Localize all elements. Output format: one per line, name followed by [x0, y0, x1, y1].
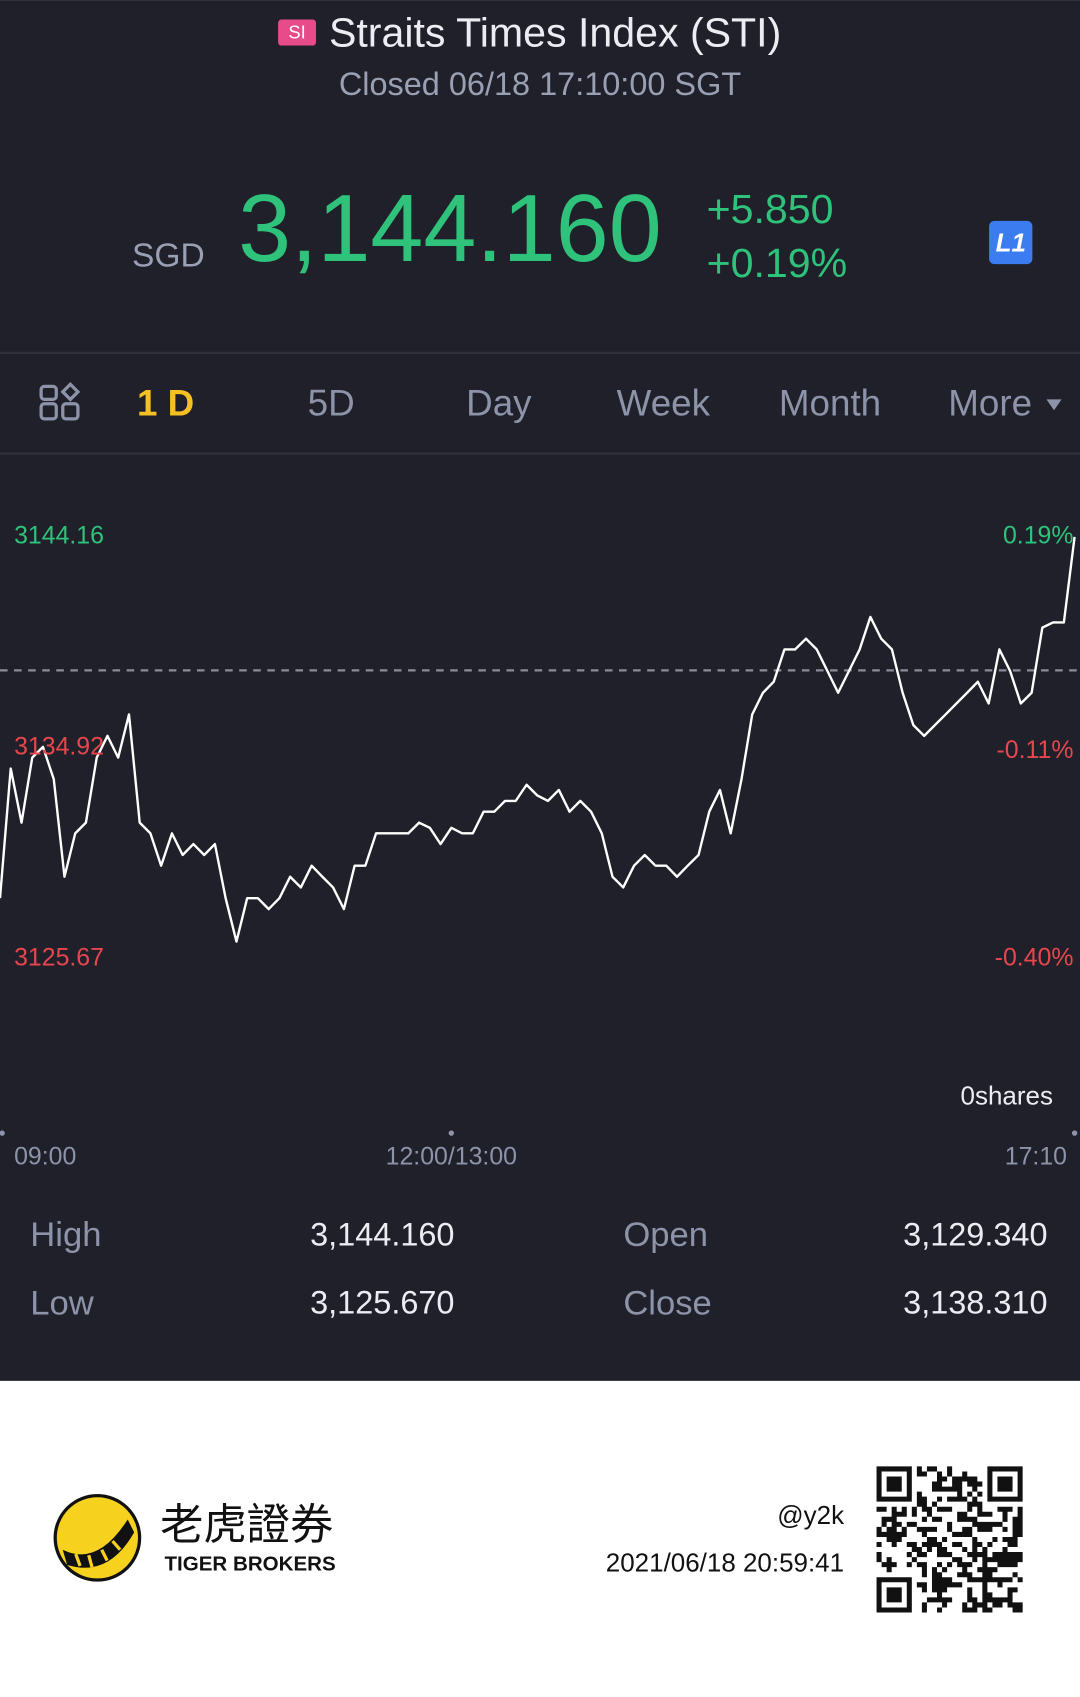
y-tick-label: 3144.16: [14, 521, 104, 549]
status: Closed 06/18 17:10:00 SGT: [339, 66, 741, 102]
x-tick-label: 09:00: [14, 1143, 76, 1171]
tab[interactable]: Month: [779, 383, 881, 424]
stat-label: Open: [623, 1216, 708, 1254]
volume-label: 0shares: [961, 1080, 1053, 1110]
brand-cn: 老虎證券: [160, 1501, 333, 1551]
level-text[interactable]: L1: [996, 228, 1026, 258]
grid-icon[interactable]: [39, 381, 81, 421]
app-background: [0, 0, 1080, 1381]
tab[interactable]: Week: [617, 383, 711, 424]
y2-tick-label: 0.19%: [1003, 521, 1074, 549]
stat-label: High: [30, 1216, 101, 1254]
stat-label: Close: [623, 1284, 711, 1322]
price: 3,144.160: [238, 176, 662, 282]
badge-text: SI: [288, 21, 305, 42]
tab[interactable]: Day: [466, 383, 532, 424]
stat-label: Low: [30, 1284, 94, 1322]
level-icon[interactable]: [989, 220, 1033, 265]
x-tick-dot: [448, 1130, 455, 1136]
stat-value: 3,138.310: [903, 1285, 1047, 1321]
x-tick-label: 12:00/13:00: [386, 1143, 517, 1171]
x-tick-label: 17:10: [1005, 1143, 1067, 1171]
x-tick-dot: [0, 1130, 5, 1136]
user: @y2k: [777, 1500, 845, 1530]
change-percent: +0.19%: [707, 240, 848, 286]
y2-tick-label: -0.11%: [997, 736, 1074, 764]
y-tick-label: 3134.92: [14, 732, 104, 760]
tab[interactable]: More: [948, 383, 1032, 424]
qr-code: [876, 1466, 1023, 1613]
timestamp: 2021/06/18 20:59:41: [606, 1548, 844, 1578]
stat-value: 3,125.670: [310, 1285, 454, 1321]
currency: SGD: [132, 237, 205, 274]
price-line: [0, 536, 1076, 943]
title: Straits Times Index (STI): [329, 10, 781, 56]
tiger-logo: [53, 1494, 142, 1582]
stat-value: 3,129.340: [903, 1217, 1047, 1253]
tab[interactable]: 1 D: [137, 383, 194, 424]
y2-tick-label: -0.40%: [995, 943, 1074, 971]
qr-modules: [876, 1466, 1023, 1613]
brand-en: TIGER BROKERS: [164, 1552, 335, 1575]
x-tick-dot: [1071, 1130, 1078, 1136]
badge: [278, 19, 316, 46]
change: +5.850: [707, 186, 834, 232]
chart: 3144.16 3134.92 3125.67 0.19% -0.11% -0.40% 09…: [0, 521, 1080, 1171]
stat-value: 3,144.160: [310, 1217, 454, 1253]
y-tick-label: 3125.67: [14, 943, 104, 971]
tab[interactable]: 5D: [308, 383, 355, 424]
more-arrow[interactable]: [1046, 399, 1062, 411]
